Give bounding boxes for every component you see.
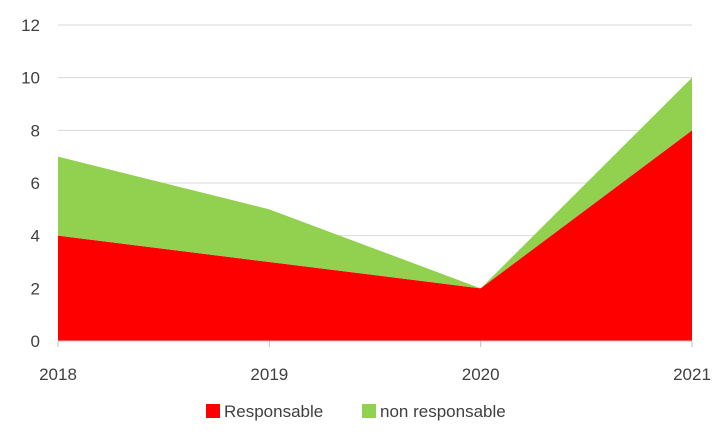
- x-tick-label-2020: 2020: [462, 365, 500, 384]
- legend-label-responsable: Responsable: [224, 402, 323, 421]
- area-responsable: [58, 130, 692, 341]
- axes: [57, 340, 693, 347]
- y-tick-labels: 0 2 4 6 8 10 12: [21, 16, 40, 351]
- x-tick-label-2018: 2018: [39, 365, 77, 384]
- area-non-responsable: [58, 77, 692, 289]
- y-tick-label-4: 4: [31, 227, 40, 246]
- x-tick-label-2021: 2021: [673, 365, 711, 384]
- y-tick-label-6: 6: [31, 174, 40, 193]
- legend-swatch-responsable: [206, 404, 220, 418]
- y-tick-label-10: 10: [21, 69, 40, 88]
- legend: Responsable non responsable: [206, 402, 506, 421]
- y-tick-label-12: 12: [21, 16, 40, 35]
- x-tick-label-2019: 2019: [250, 365, 288, 384]
- legend-swatch-non-responsable: [362, 404, 376, 418]
- legend-label-non-responsable: non responsable: [380, 402, 506, 421]
- y-tick-label-0: 0: [31, 332, 40, 351]
- x-tick-labels: 2018 2019 2020 2021: [39, 365, 711, 384]
- y-tick-label-2: 2: [31, 279, 40, 298]
- area-series: [58, 77, 692, 341]
- y-tick-label-8: 8: [31, 121, 40, 140]
